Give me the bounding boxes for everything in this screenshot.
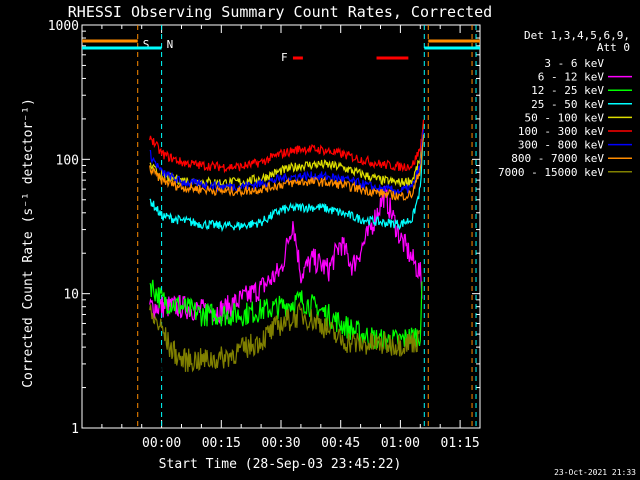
series-line-100-300-kev	[149, 119, 425, 174]
legend-entry-label: 800 - 7000 keV	[511, 152, 604, 165]
series-lines	[149, 119, 425, 377]
series-line-300-800-kev	[149, 129, 425, 196]
flare-label: F	[281, 51, 288, 64]
y-tick-label: 1000	[48, 19, 79, 34]
y-tick-label: 10	[63, 288, 79, 303]
legend-header: Det 1,3,4,5,6,9,	[524, 29, 630, 42]
legend-entry-label: 300 - 800 keV	[518, 139, 604, 152]
legend-entry-label: 50 - 100 keV	[525, 111, 605, 124]
x-tick-label: 01:15	[441, 436, 480, 451]
series-line-800-7000-kev	[149, 134, 425, 201]
legend-entry-label: 6 - 12 keV	[538, 71, 605, 84]
y-axis-label: Corrected Count Rate (s⁻¹ detector⁻¹)	[21, 98, 36, 388]
legend-entry-label: 7000 - 15000 keV	[498, 166, 604, 179]
x-axis-label: Start Time (28-Sep-03 23:45:22)	[159, 457, 402, 472]
orbit-status-bars: F	[82, 39, 480, 64]
x-tick-label: 00:30	[261, 436, 300, 451]
x-axis-ticks: 00:00 00:15 00:30 00:45 01:00 01:15	[81, 25, 481, 451]
x-tick-label: 01:00	[381, 436, 420, 451]
plot-frame	[81, 24, 481, 429]
legend-entry-label: 12 - 25 keV	[531, 84, 604, 97]
chart-title: RHESSI Observing Summary Count Rates, Co…	[68, 3, 492, 21]
series-line-3-6-kev	[153, 201, 423, 377]
y-tick-label: 100	[56, 153, 79, 168]
x-tick-label: 00:00	[142, 436, 181, 451]
annotation-n: N	[167, 38, 174, 51]
y-tick-label: 1	[71, 422, 79, 437]
plot-border	[81, 24, 481, 429]
legend-header: Att 0	[597, 41, 630, 54]
series-line-25-50-kev	[149, 136, 425, 233]
legend-entry-label: 3 - 6 keV	[544, 57, 604, 70]
series-line-7000-15000-kev	[149, 301, 421, 373]
footer-timestamp: 23-Oct-2021 21:33	[554, 468, 636, 477]
y-axis-ticks: 1 10 100 1000	[48, 19, 480, 437]
x-tick-label: 00:15	[202, 436, 241, 451]
legend-entry-label: 25 - 50 keV	[531, 98, 604, 111]
legend-entry-label: 100 - 300 keV	[518, 125, 604, 138]
x-tick-label: 00:45	[321, 436, 360, 451]
annotation-s: S	[143, 38, 150, 51]
